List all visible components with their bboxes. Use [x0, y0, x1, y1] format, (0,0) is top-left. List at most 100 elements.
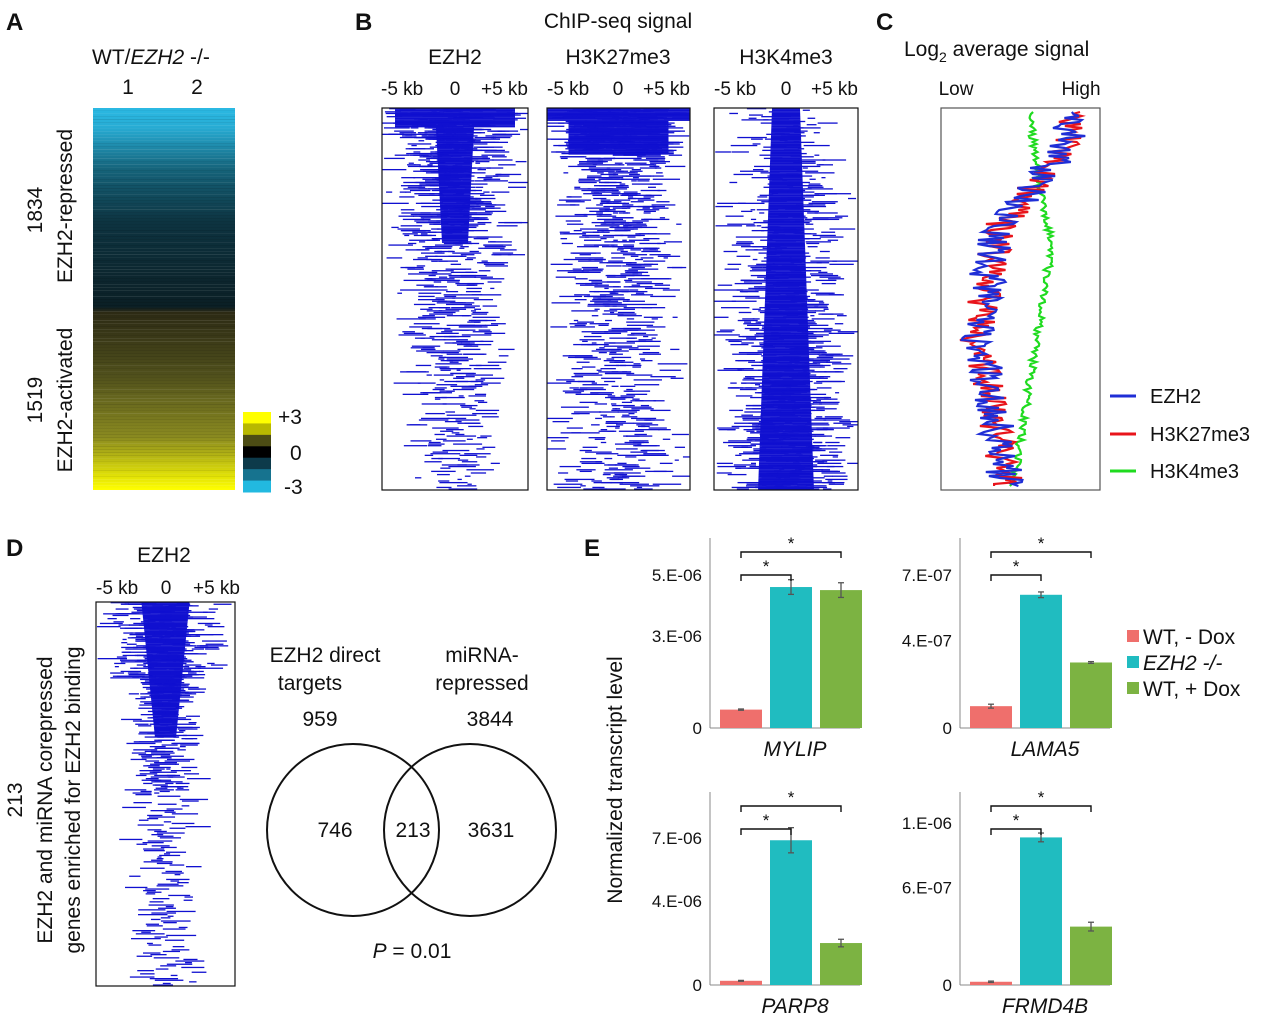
signal-segment — [461, 213, 492, 216]
signal-segment — [828, 483, 845, 485]
signal-segment — [155, 675, 185, 677]
signal-segment — [586, 177, 613, 179]
signal-segment — [802, 398, 812, 400]
signal-segment — [418, 292, 442, 294]
signal-segment — [135, 774, 147, 777]
signal-segment — [621, 401, 633, 404]
signal-segment — [605, 396, 634, 399]
signal-segment — [393, 382, 421, 384]
signal-segment — [630, 249, 642, 251]
signal-segment — [781, 390, 810, 392]
signal-segment — [587, 108, 611, 110]
signal-segment — [781, 340, 812, 343]
signal-segment — [793, 125, 799, 127]
signal-band — [770, 144, 802, 147]
signal-band — [568, 130, 669, 133]
signal-segment — [756, 430, 780, 432]
signal-segment — [730, 382, 737, 384]
signal-segment — [441, 108, 460, 110]
signal-band — [768, 204, 804, 207]
signal-segment — [490, 122, 511, 124]
signal-segment — [151, 690, 162, 692]
signal-segment — [605, 319, 613, 322]
signal-segment — [649, 249, 659, 251]
signal-segment — [157, 856, 162, 858]
signal-segment — [651, 318, 658, 320]
signal-segment — [624, 270, 638, 272]
signal-segment — [476, 456, 487, 458]
signal-segment — [389, 108, 400, 110]
bar — [970, 981, 1012, 985]
signal-segment — [184, 664, 202, 666]
signal-segment — [493, 136, 511, 139]
signal-segment — [773, 343, 782, 346]
signal-segment — [789, 361, 800, 363]
signal-segment — [815, 294, 844, 296]
signal-segment — [657, 242, 666, 245]
signal-segment — [598, 430, 615, 432]
signal-segment — [452, 167, 477, 169]
signal-segment — [629, 289, 639, 291]
signal-segment — [615, 119, 637, 121]
signal-segment — [648, 427, 667, 429]
signal-segment — [802, 305, 819, 307]
signal-segment — [457, 464, 480, 466]
signal-segment — [790, 348, 815, 351]
signal-segment — [725, 339, 756, 341]
signal-segment — [454, 140, 476, 142]
signal-segment — [425, 180, 451, 182]
signal-segment — [421, 417, 450, 420]
signal-segment — [487, 361, 507, 363]
signal-band — [436, 130, 474, 133]
signal-segment — [129, 634, 156, 636]
signal-segment — [174, 691, 205, 693]
signal-segment — [644, 125, 666, 127]
signal-band — [152, 707, 179, 710]
signal-segment — [611, 409, 640, 412]
signal-segment — [421, 327, 443, 330]
signal-segment — [776, 488, 804, 490]
signal-segment — [827, 480, 833, 482]
signal-segment — [606, 167, 634, 169]
significance-bracket — [740, 574, 792, 581]
signal-segment — [761, 116, 789, 118]
signal-segment — [792, 411, 808, 413]
signal-segment — [772, 201, 787, 203]
signal-segment — [574, 213, 587, 216]
heatmap-row-stripes — [93, 110, 235, 486]
signal-segment — [593, 297, 602, 299]
signal-segment — [674, 459, 679, 461]
column-label-1: 1 — [122, 76, 134, 99]
signal-segment — [791, 377, 821, 379]
signal-segment — [507, 254, 526, 256]
signal-segment — [600, 441, 607, 444]
signal-segment — [498, 164, 516, 166]
signal-segment — [173, 736, 180, 738]
signal-segment — [618, 430, 644, 432]
signal-band — [153, 723, 178, 726]
signal-segment — [745, 249, 758, 251]
signal-segment — [634, 488, 653, 490]
signal-segment — [818, 302, 825, 304]
signal-segment — [457, 348, 481, 351]
signal-segment — [565, 480, 579, 482]
signal-segment — [811, 318, 835, 320]
signal-segment — [448, 488, 478, 490]
signal-segment — [191, 971, 207, 973]
signal-segment — [170, 666, 190, 668]
signal-segment — [625, 122, 635, 124]
signal-segment — [600, 210, 626, 213]
signal-segment — [165, 870, 182, 873]
signal-segment — [128, 674, 153, 676]
signal-segment — [746, 438, 769, 440]
log-signal-title: Log2 average signal — [904, 38, 1089, 65]
signal-segment — [595, 188, 614, 190]
signal-segment — [152, 898, 170, 900]
signal-segment — [804, 363, 817, 365]
signal-segment — [731, 300, 757, 302]
signal-segment — [138, 914, 168, 916]
signal-segment — [795, 220, 812, 222]
signal-segment — [590, 170, 615, 172]
signal-segment — [457, 422, 481, 424]
panel-label-a: A — [6, 9, 23, 36]
